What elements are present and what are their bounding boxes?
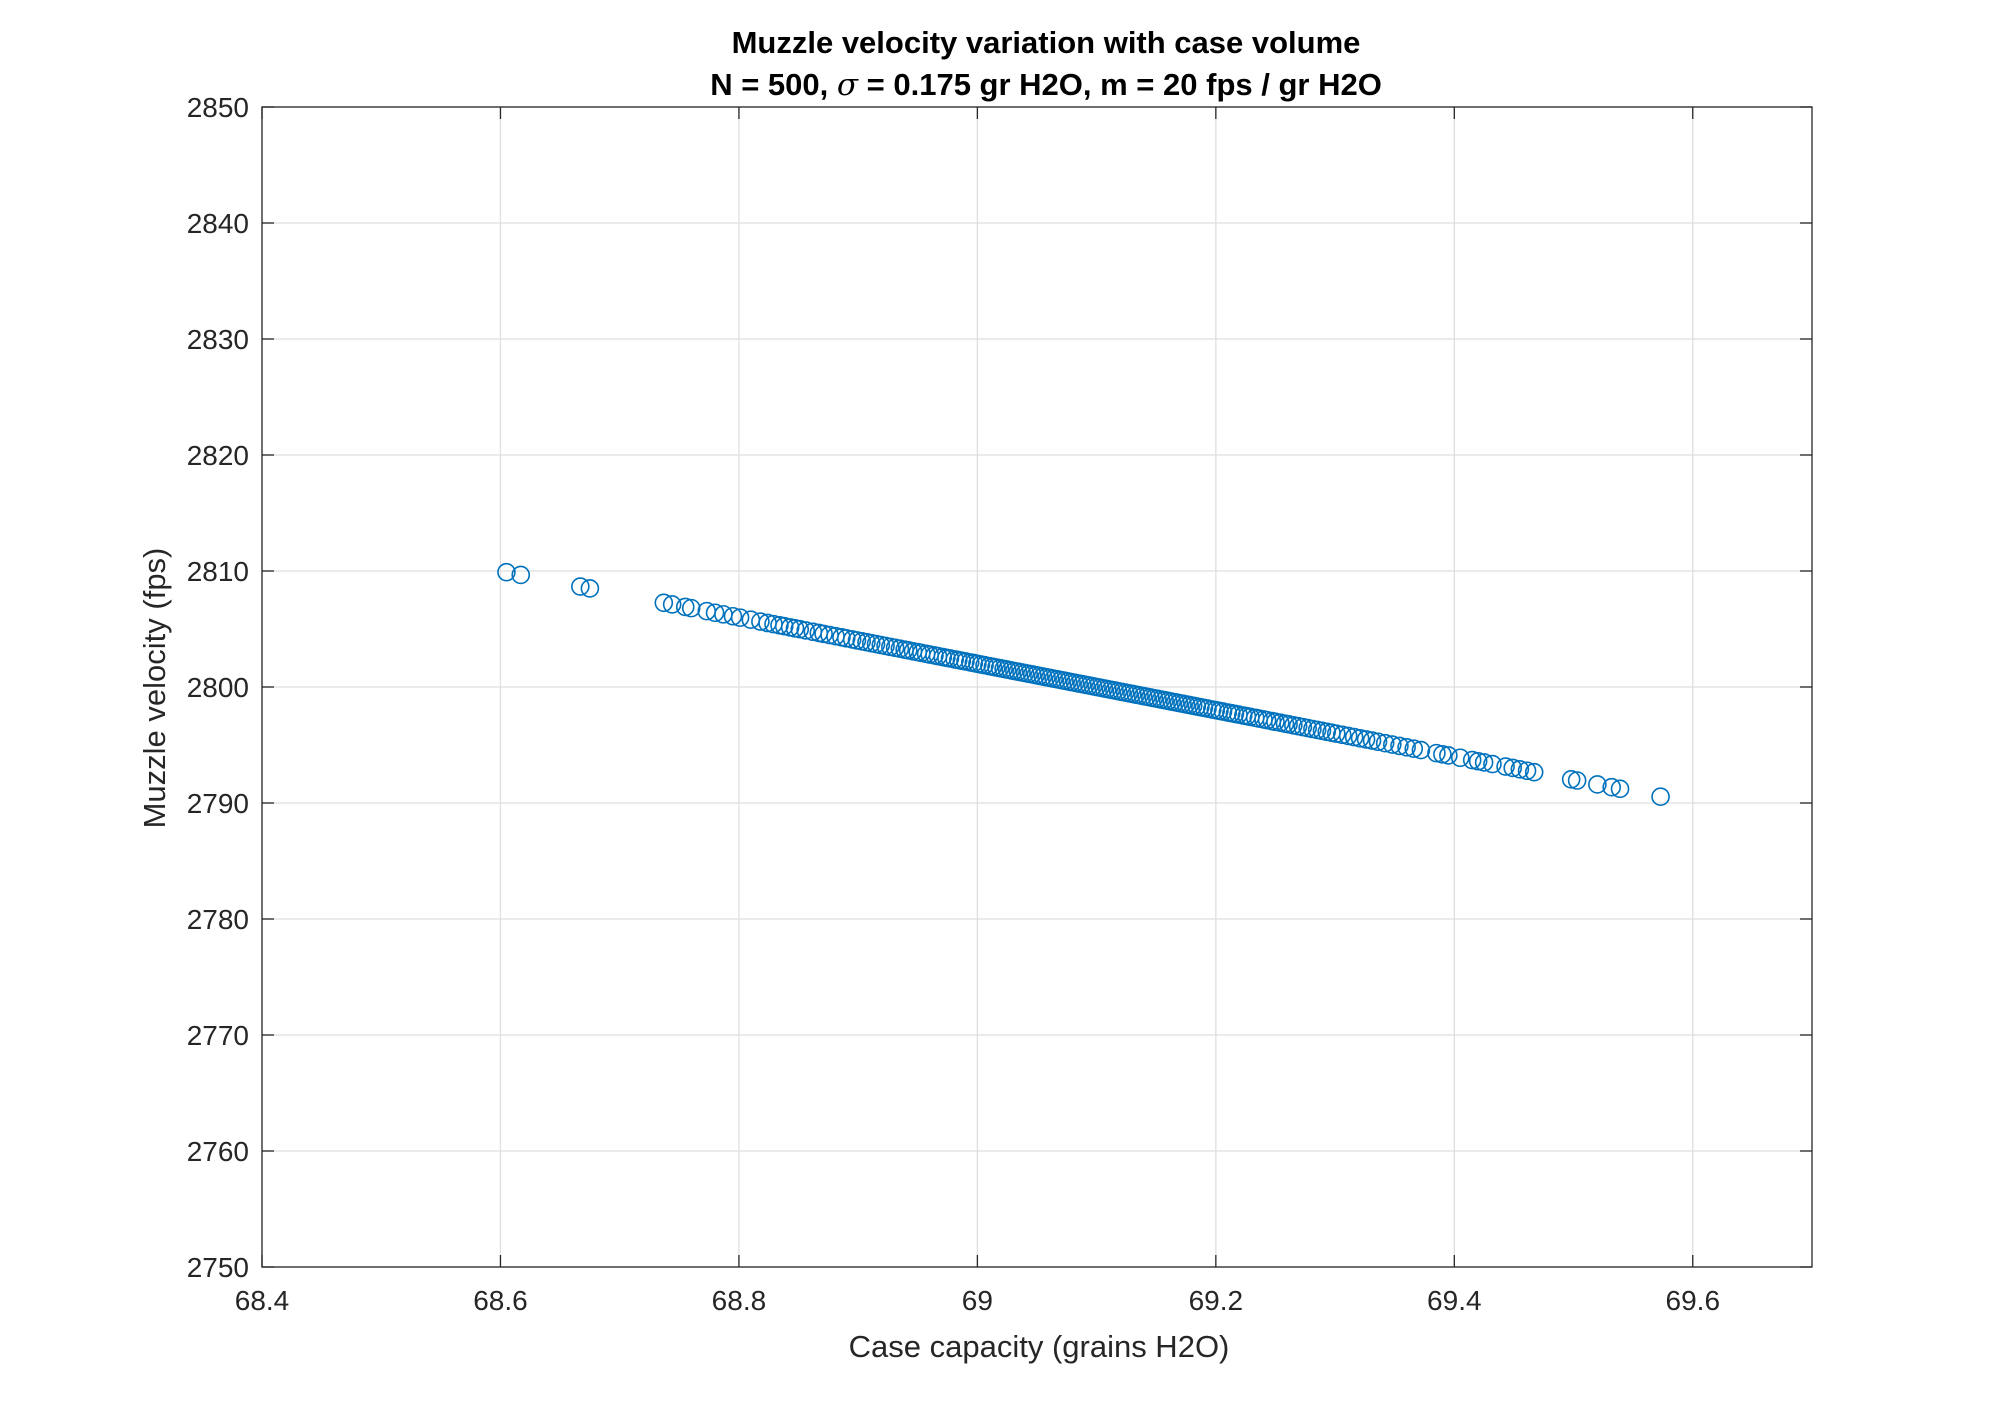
y-tick-label: 2830 [187, 324, 249, 355]
y-tick-label: 2840 [187, 208, 249, 239]
data-point [751, 612, 770, 631]
data-point [1397, 738, 1416, 757]
data-point [1368, 732, 1388, 752]
y-tick-label: 2850 [187, 92, 249, 123]
data-points [497, 562, 1670, 807]
data-point [1462, 750, 1482, 770]
data-point [730, 608, 750, 627]
y-tick-label: 2760 [187, 1136, 249, 1167]
data-point [1474, 753, 1494, 772]
data-point [1468, 751, 1488, 771]
data-point [1356, 730, 1376, 749]
data-point [1588, 775, 1607, 794]
subtitle-prefix: N = 500, [710, 67, 837, 102]
x-tick-label: 69.2 [1189, 1285, 1244, 1316]
y-tick-label: 2770 [187, 1020, 249, 1051]
data-point [1517, 761, 1537, 781]
data-point [662, 595, 682, 614]
data-point [571, 577, 590, 596]
data-point [681, 598, 701, 618]
y-tick-label: 2780 [187, 904, 249, 935]
chart-subtitle: N = 500, σ = 0.175 gr H2O, m = 20 fps / … [710, 67, 1382, 103]
y-tick-label: 2750 [187, 1252, 249, 1283]
data-point [511, 565, 531, 585]
x-tick-label: 69.6 [1666, 1285, 1721, 1316]
data-point [814, 624, 833, 644]
y-tick-labels: 2750 2760 2770 2780 2790 2800 2810 2820 2830 2840… [187, 92, 249, 1283]
x-tick-label: 69 [962, 1285, 993, 1316]
data-point [1411, 740, 1431, 760]
data-point [1326, 724, 1346, 743]
data-point [1503, 758, 1523, 778]
data-point [1450, 748, 1470, 768]
x-tick-label: 68.4 [235, 1285, 290, 1316]
data-point [1602, 777, 1621, 797]
data-point [1610, 779, 1630, 799]
data-point [675, 597, 695, 617]
subtitle-sigma: σ [837, 67, 859, 103]
data-point [1404, 739, 1424, 759]
data-point [580, 579, 600, 598]
data-point [796, 621, 815, 640]
data-point [1561, 770, 1581, 789]
y-axis-label: Muzzle velocity (fps) [137, 548, 172, 829]
x-tick-label: 68.8 [712, 1285, 767, 1316]
x-tick-label: 69.4 [1427, 1285, 1482, 1316]
data-point [1350, 728, 1370, 748]
data-point [1383, 735, 1402, 754]
data-point [1375, 733, 1395, 753]
chart-title: Muzzle velocity variation with case volu… [732, 25, 1361, 60]
data-point [1439, 746, 1458, 765]
data-point [1651, 787, 1670, 807]
data-point [1427, 743, 1446, 763]
data-point [1390, 736, 1409, 756]
x-axis-label: Case capacity (grains H2O) [849, 1329, 1230, 1364]
data-point [723, 606, 743, 626]
data-point [1338, 726, 1358, 746]
data-point [1332, 725, 1352, 745]
data-point [1496, 757, 1515, 776]
data-point [790, 619, 810, 639]
subtitle-suffix: = 0.175 gr H2O, m = 20 fps / gr H2O [858, 67, 1382, 102]
y-tick-label: 2810 [187, 556, 249, 587]
y-tick-label: 2800 [187, 672, 249, 703]
data-point [497, 562, 516, 582]
tick-marks [261, 106, 1812, 1268]
data-point [1483, 754, 1502, 774]
data-point [705, 603, 725, 623]
data-point [774, 616, 794, 636]
data-point [1433, 744, 1452, 764]
data-point [654, 593, 674, 613]
data-point [1567, 771, 1587, 790]
data-point [1344, 727, 1364, 747]
x-tick-label: 68.6 [473, 1285, 528, 1316]
data-point [1510, 760, 1530, 779]
y-tick-label: 2790 [187, 788, 249, 819]
data-point [836, 628, 856, 648]
data-point [1362, 731, 1382, 750]
y-tick-label: 2820 [187, 440, 249, 471]
x-tick-labels: 68.4 68.6 68.8 69 69.2 69.4 69.6 [235, 1285, 1720, 1316]
data-point [1524, 762, 1544, 782]
